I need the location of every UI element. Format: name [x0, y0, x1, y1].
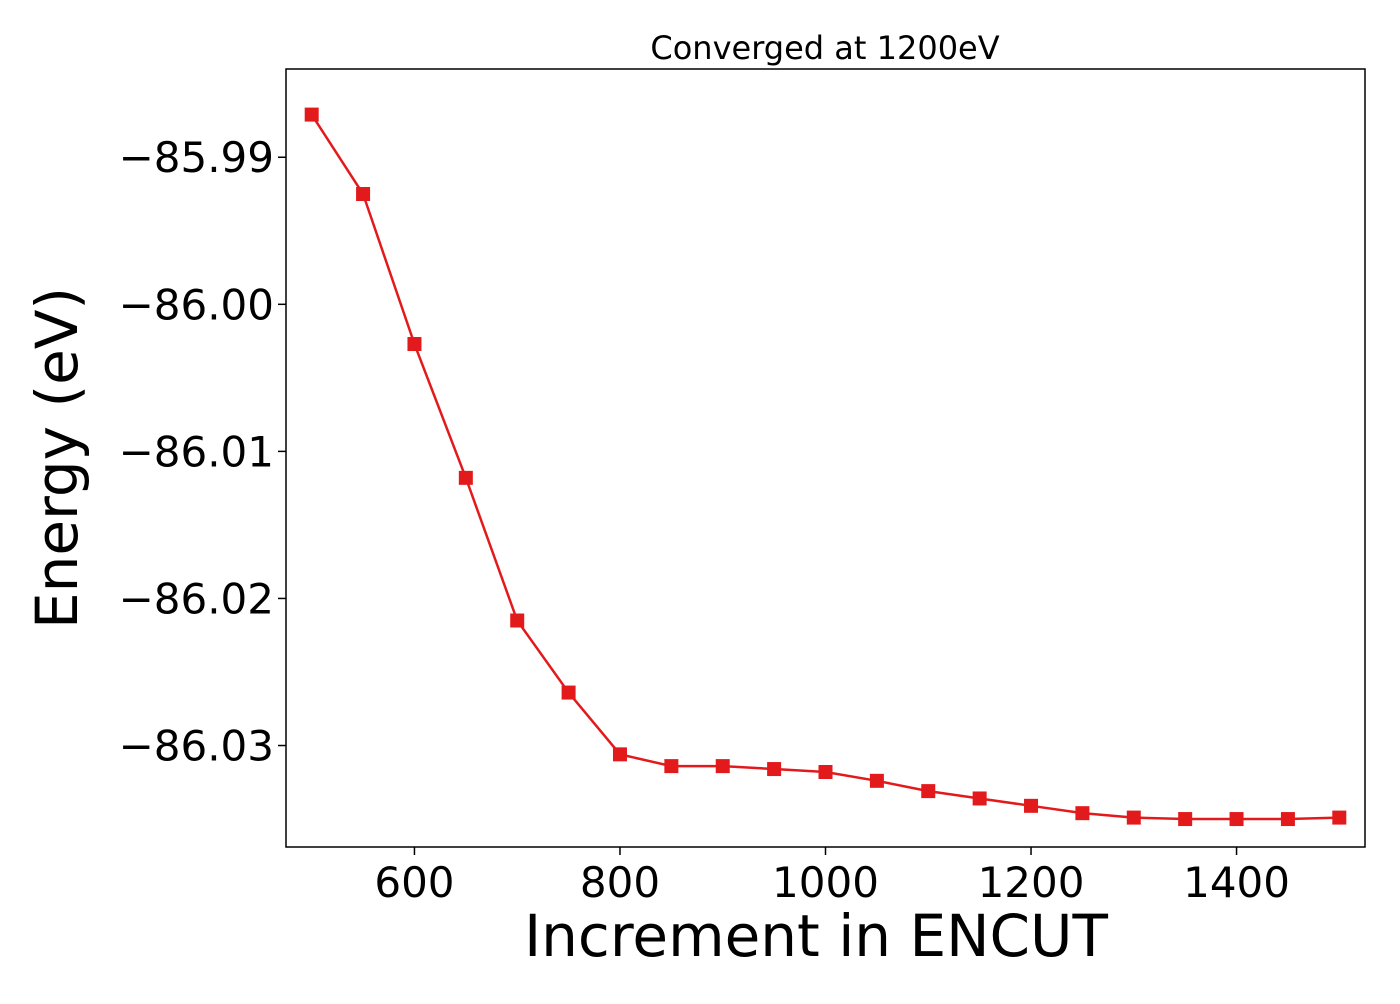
data-point: [458, 470, 473, 485]
data-point: [715, 759, 730, 774]
x-tick-label: 600: [374, 858, 454, 907]
series-line: [310, 113, 1340, 821]
x-tick-label: 1000: [772, 858, 879, 907]
x-tick-label: 800: [580, 858, 660, 907]
x-axis: 600 800 1000 1200 1400: [374, 847, 1290, 907]
data-point: [356, 187, 371, 202]
data-point: [510, 613, 525, 628]
data-point: [818, 764, 833, 779]
data-point: [612, 747, 627, 762]
data-point: [1178, 812, 1193, 827]
data-point: [407, 337, 422, 352]
data-point: [1229, 812, 1244, 827]
y-tick-label: −86.03: [119, 722, 274, 771]
chart-title: Converged at 1200eV: [650, 29, 999, 67]
data-point: [1075, 806, 1090, 821]
data-point: [1126, 810, 1141, 825]
y-tick-label: −85.99: [119, 133, 274, 182]
x-tick-label: 1200: [978, 858, 1085, 907]
data-point: [1332, 810, 1347, 825]
x-axis-label: Increment in ENCUT: [524, 902, 1108, 970]
data-point: [921, 784, 936, 799]
data-point: [664, 759, 679, 774]
data-point: [767, 762, 782, 777]
data-point: [1024, 798, 1039, 813]
data-point: [304, 107, 319, 122]
y-tick-label: −86.02: [119, 574, 274, 623]
y-axis: −85.99 −86.00 −86.01 −86.02 −86.03: [119, 133, 286, 771]
x-tick-label: 1400: [1183, 858, 1290, 907]
data-point: [972, 791, 987, 806]
plot-frame: [285, 68, 1366, 848]
data-point: [561, 685, 576, 700]
y-axis-label: Energy (eV): [23, 287, 91, 629]
data-series: [304, 107, 1347, 827]
data-point: [1280, 812, 1295, 827]
data-point: [869, 773, 884, 788]
y-tick-label: −86.01: [119, 427, 274, 476]
y-tick-label: −86.00: [119, 280, 274, 329]
